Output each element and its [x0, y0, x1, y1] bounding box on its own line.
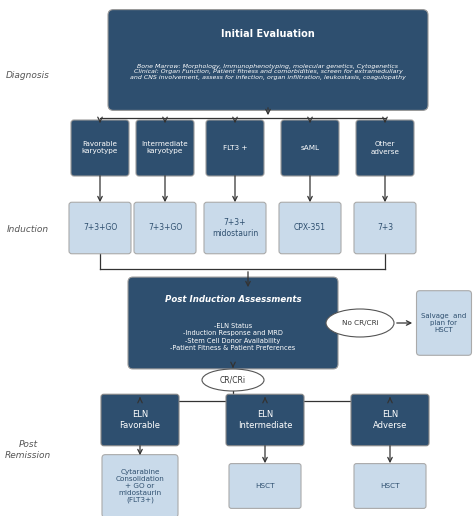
Text: sAML: sAML [301, 145, 319, 151]
FancyBboxPatch shape [108, 10, 428, 110]
Text: Induction: Induction [7, 225, 49, 234]
Text: -ELN Status
-Induction Response and MRD
-Stem Cell Donor Availability
-Patient F: -ELN Status -Induction Response and MRD … [170, 324, 296, 350]
FancyBboxPatch shape [134, 202, 196, 254]
Text: HSCT: HSCT [255, 483, 275, 489]
FancyBboxPatch shape [101, 394, 179, 446]
FancyBboxPatch shape [354, 202, 416, 254]
Text: FLT3 +: FLT3 + [223, 145, 247, 151]
Text: Bone Marrow: Morphology, Immunophenotyping, molecular genetics, Cytogenetics
Cli: Bone Marrow: Morphology, Immunophenotypi… [130, 63, 406, 80]
FancyBboxPatch shape [226, 394, 304, 446]
Text: ELN
Adverse: ELN Adverse [373, 410, 407, 430]
Text: No CR/CRi: No CR/CRi [342, 320, 378, 326]
Text: Post Remission: Post Remission [5, 440, 51, 460]
Text: Diagnosis: Diagnosis [6, 71, 50, 79]
FancyBboxPatch shape [128, 277, 338, 369]
FancyBboxPatch shape [102, 455, 178, 516]
Text: HSCT: HSCT [380, 483, 400, 489]
FancyBboxPatch shape [281, 120, 339, 176]
FancyBboxPatch shape [71, 120, 129, 176]
Text: 7+3: 7+3 [377, 223, 393, 233]
FancyBboxPatch shape [69, 202, 131, 254]
FancyBboxPatch shape [356, 120, 414, 176]
Text: Cytarabine
Consolidation
+ GO or
midostaurin
(FLT3+): Cytarabine Consolidation + GO or midosta… [116, 469, 164, 503]
Text: Salvage  and
plan for
HSCT: Salvage and plan for HSCT [421, 313, 466, 333]
FancyBboxPatch shape [204, 202, 266, 254]
FancyBboxPatch shape [417, 291, 472, 356]
FancyBboxPatch shape [279, 202, 341, 254]
FancyBboxPatch shape [206, 120, 264, 176]
Text: 7+3+GO: 7+3+GO [83, 223, 117, 233]
Text: ELN
Intermediate: ELN Intermediate [238, 410, 292, 430]
Text: Other
adverse: Other adverse [371, 141, 400, 154]
Text: Post Induction Assessments: Post Induction Assessments [164, 296, 301, 304]
Text: CR/CRi: CR/CRi [220, 376, 246, 384]
Text: Favorable
karyotype: Favorable karyotype [82, 141, 118, 154]
Text: 7+3+
midostaurin: 7+3+ midostaurin [212, 218, 258, 238]
Text: Initial Evaluation: Initial Evaluation [221, 29, 315, 39]
Text: 7+3+GO: 7+3+GO [148, 223, 182, 233]
Text: ELN
Favorable: ELN Favorable [119, 410, 161, 430]
Ellipse shape [326, 309, 394, 337]
Text: Intermediate
karyotype: Intermediate karyotype [142, 141, 188, 154]
FancyBboxPatch shape [229, 463, 301, 508]
FancyBboxPatch shape [136, 120, 194, 176]
Ellipse shape [202, 369, 264, 391]
Text: CPX-351: CPX-351 [294, 223, 326, 233]
FancyBboxPatch shape [354, 463, 426, 508]
FancyBboxPatch shape [351, 394, 429, 446]
